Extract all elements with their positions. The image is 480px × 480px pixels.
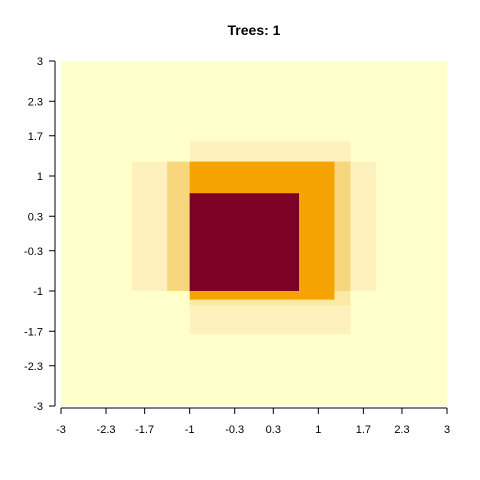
y-axis: 3 2.3 1.7 1 0.3 -0.3 -1 -1.7 -2.3 -3 bbox=[24, 56, 56, 413]
x-tick-label: -1 bbox=[185, 424, 195, 436]
x-axis: -3 -2.3 -1.7 -1 -0.3 0.3 1 1.7 2.3 3 bbox=[56, 407, 450, 436]
plot-area bbox=[61, 61, 447, 406]
y-tick-label: 0.3 bbox=[28, 211, 43, 223]
y-tick-label: -0.3 bbox=[24, 246, 43, 258]
x-tick-label: -1.7 bbox=[135, 424, 154, 436]
x-tick-label: 3 bbox=[444, 424, 450, 436]
y-tick-label: -2.3 bbox=[24, 361, 43, 373]
x-tick-label: 0.3 bbox=[266, 424, 281, 436]
y-tick-label: 3 bbox=[37, 56, 43, 68]
chart-title: Trees: 1 bbox=[228, 22, 281, 38]
x-tick-label: -0.3 bbox=[225, 424, 244, 436]
heatmap-region-5 bbox=[189, 193, 300, 291]
y-tick-label: 2.3 bbox=[28, 96, 43, 108]
x-tick-label: -2.3 bbox=[97, 424, 116, 436]
y-tick-label: -3 bbox=[33, 401, 43, 413]
x-tick-label: -3 bbox=[56, 424, 66, 436]
y-tick-label: 1 bbox=[37, 171, 43, 183]
x-tick-label: 1 bbox=[315, 424, 321, 436]
y-tick-label: -1.7 bbox=[24, 326, 43, 338]
y-tick-label: -1 bbox=[33, 286, 43, 298]
x-tick-label: 1.7 bbox=[356, 424, 371, 436]
x-tick-label: 2.3 bbox=[394, 424, 409, 436]
y-tick-label: 1.7 bbox=[28, 131, 43, 143]
